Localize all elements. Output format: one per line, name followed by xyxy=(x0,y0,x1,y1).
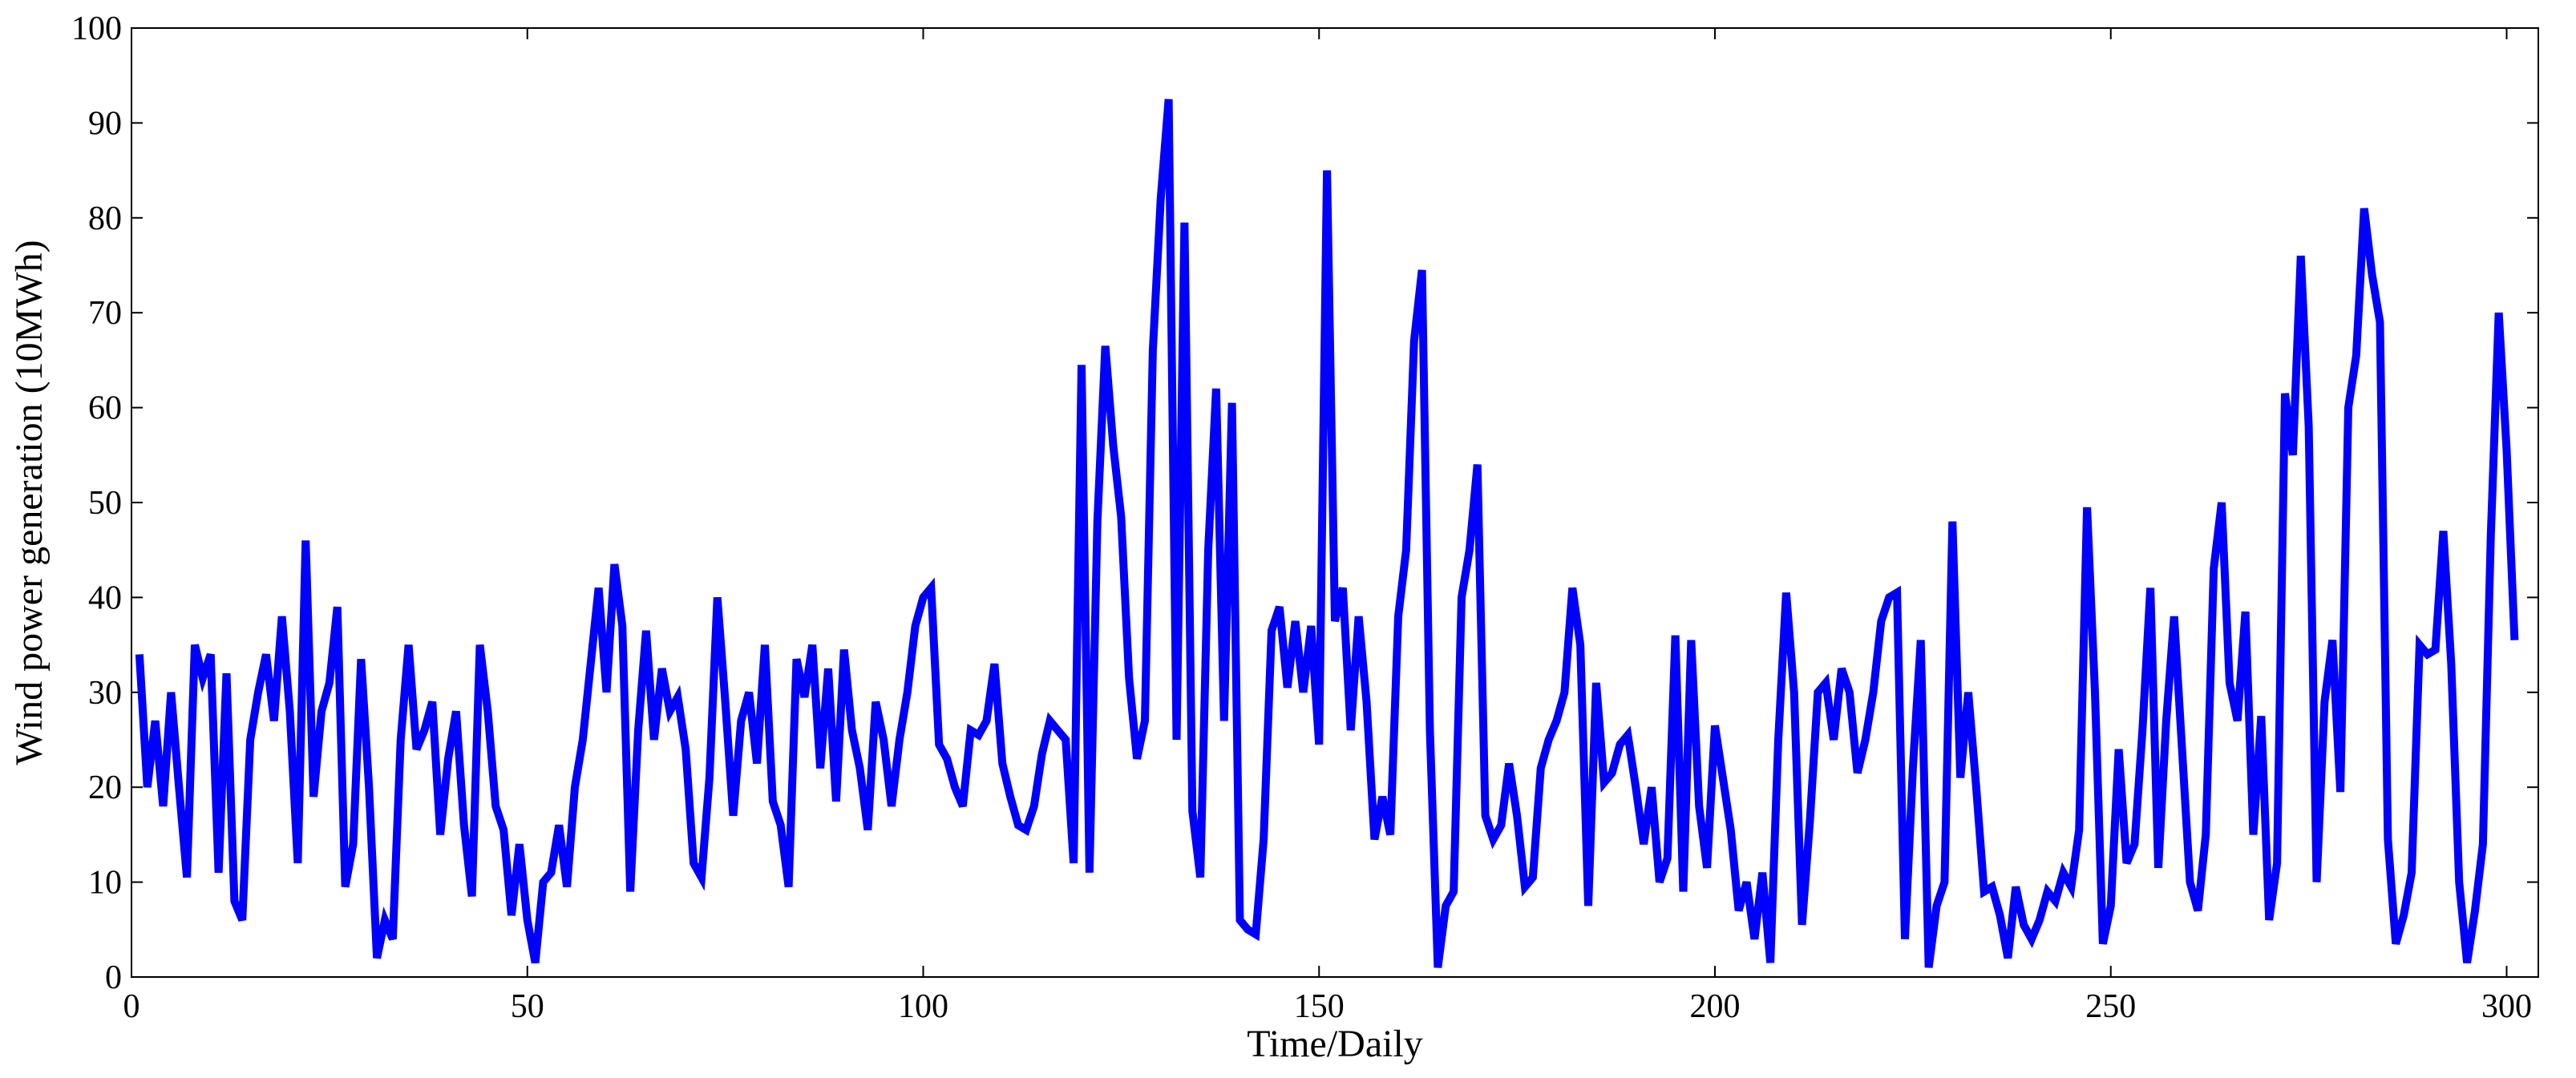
plot-frame xyxy=(131,27,2539,978)
x-tick-label: 250 xyxy=(2085,988,2136,1025)
y-axis-label: Wind power generation (10MWh) xyxy=(8,240,51,765)
x-tick-label: 0 xyxy=(123,988,140,1025)
y-tick-label: 40 xyxy=(88,579,122,616)
data-line xyxy=(135,99,2519,968)
x-axis-label: Time/Daily xyxy=(1247,1023,1423,1065)
y-tick-label: 90 xyxy=(88,105,122,142)
y-tick-label: 70 xyxy=(88,295,122,332)
y-tick-label: 20 xyxy=(88,769,122,806)
x-tick-label: 100 xyxy=(898,988,948,1025)
y-tick-label: 50 xyxy=(88,485,122,522)
y-tick-label: 0 xyxy=(105,959,122,996)
y-tick-label: 60 xyxy=(88,390,122,427)
y-tick-label: 10 xyxy=(88,865,122,902)
y-tick-label: 30 xyxy=(88,675,122,712)
x-tick-label: 150 xyxy=(1294,988,1345,1025)
y-tick-label: 100 xyxy=(71,10,122,47)
x-tick-label: 50 xyxy=(511,988,544,1025)
x-tick-label: 200 xyxy=(1690,988,1741,1025)
y-tick-label: 80 xyxy=(88,200,122,237)
x-tick-label: 300 xyxy=(2481,988,2532,1025)
